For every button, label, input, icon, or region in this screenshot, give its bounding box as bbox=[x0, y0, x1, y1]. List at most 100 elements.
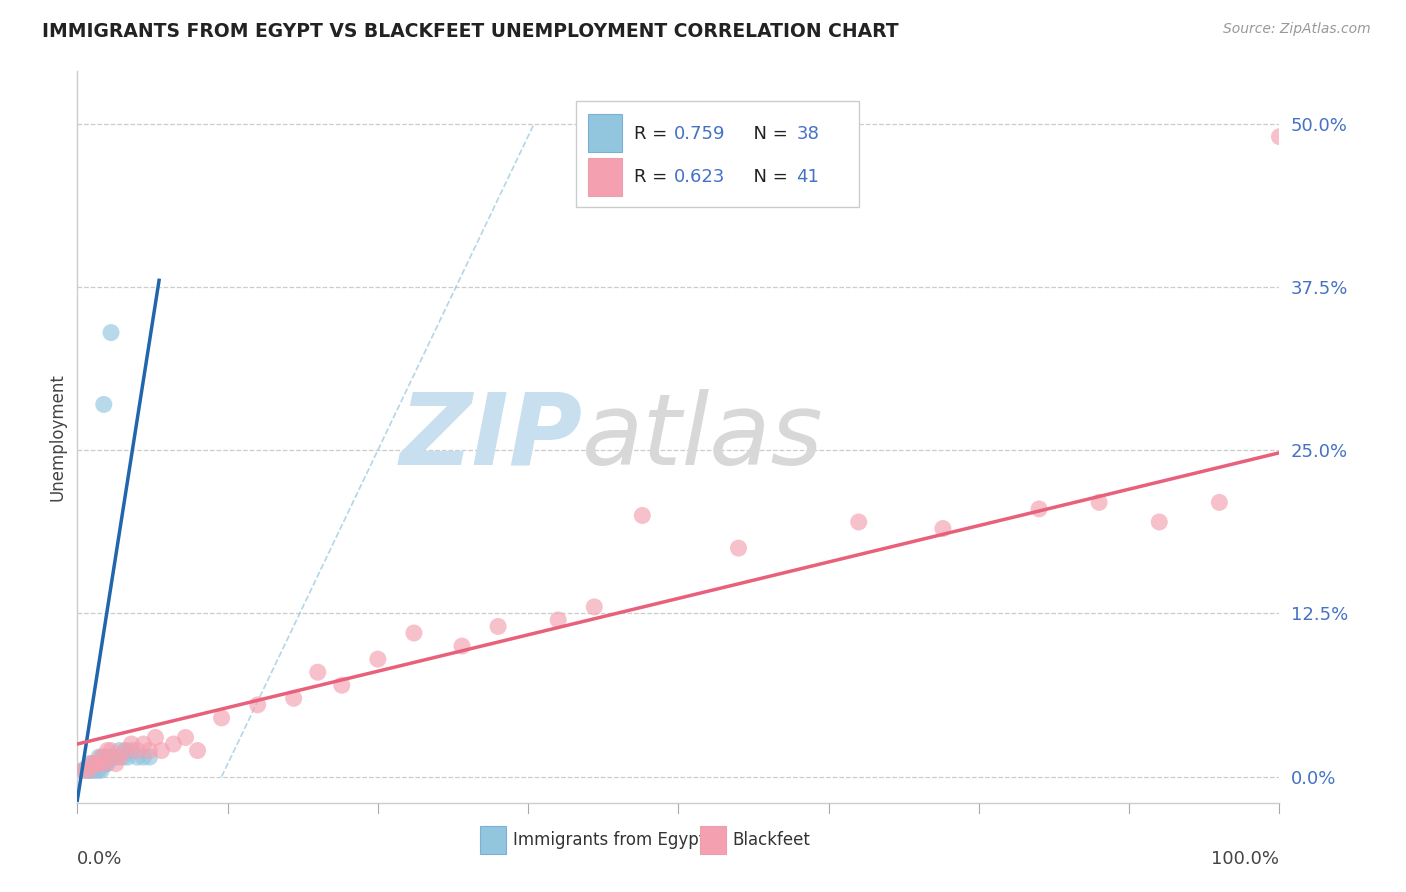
Point bbox=[84, 756, 107, 771]
Point bbox=[138, 743, 160, 757]
Point bbox=[76, 763, 98, 777]
Point bbox=[87, 750, 110, 764]
Text: R =: R = bbox=[634, 125, 673, 143]
Point bbox=[1268, 129, 1291, 144]
Point bbox=[547, 613, 569, 627]
Point bbox=[246, 698, 269, 712]
Point bbox=[583, 599, 606, 614]
Point bbox=[114, 743, 136, 757]
Point bbox=[90, 763, 112, 777]
Point bbox=[127, 750, 149, 764]
Point bbox=[114, 743, 136, 757]
Point bbox=[84, 756, 107, 771]
Point bbox=[96, 756, 118, 771]
Point bbox=[117, 750, 139, 764]
FancyBboxPatch shape bbox=[576, 101, 859, 207]
Point bbox=[100, 326, 122, 340]
Point bbox=[87, 756, 110, 771]
Point bbox=[283, 691, 305, 706]
Point bbox=[211, 711, 233, 725]
Point bbox=[79, 756, 101, 771]
Bar bbox=[700, 826, 727, 854]
Point bbox=[120, 737, 142, 751]
Point bbox=[486, 619, 509, 633]
Point bbox=[93, 397, 115, 411]
Point bbox=[132, 737, 155, 751]
Point bbox=[120, 743, 142, 757]
Point bbox=[72, 763, 94, 777]
Bar bbox=[588, 158, 621, 195]
Bar bbox=[479, 826, 506, 854]
Point bbox=[100, 750, 122, 764]
Bar bbox=[588, 114, 621, 152]
Point bbox=[94, 750, 117, 764]
Point bbox=[631, 508, 654, 523]
Point bbox=[307, 665, 329, 680]
Point bbox=[367, 652, 389, 666]
Point bbox=[72, 763, 94, 777]
Point bbox=[150, 743, 173, 757]
Point bbox=[82, 763, 104, 777]
Text: Source: ZipAtlas.com: Source: ZipAtlas.com bbox=[1223, 22, 1371, 37]
Point bbox=[79, 763, 101, 777]
Text: atlas: atlas bbox=[582, 389, 824, 485]
Point bbox=[83, 756, 105, 771]
Point bbox=[104, 750, 127, 764]
Text: 0.759: 0.759 bbox=[673, 125, 725, 143]
Text: 38: 38 bbox=[796, 125, 820, 143]
Text: 0.0%: 0.0% bbox=[77, 850, 122, 868]
Point bbox=[1149, 515, 1171, 529]
Point bbox=[77, 763, 100, 777]
Text: 0.623: 0.623 bbox=[673, 169, 725, 186]
Point bbox=[80, 756, 103, 771]
Point bbox=[79, 763, 101, 777]
Point bbox=[1208, 495, 1230, 509]
Point bbox=[451, 639, 474, 653]
Point bbox=[93, 756, 115, 771]
Y-axis label: Unemployment: Unemployment bbox=[48, 373, 66, 501]
Point bbox=[186, 743, 209, 757]
Point bbox=[91, 750, 114, 764]
Text: ZIP: ZIP bbox=[399, 389, 582, 485]
Point bbox=[1088, 495, 1111, 509]
Text: N =: N = bbox=[742, 169, 793, 186]
Point bbox=[402, 626, 425, 640]
Point bbox=[848, 515, 870, 529]
Point bbox=[104, 756, 127, 771]
Point bbox=[86, 763, 108, 777]
Text: 41: 41 bbox=[796, 169, 820, 186]
Point bbox=[97, 750, 120, 764]
Point bbox=[96, 756, 118, 771]
Point bbox=[138, 750, 160, 764]
Point bbox=[80, 763, 103, 777]
Point bbox=[127, 743, 149, 757]
Point bbox=[90, 756, 112, 771]
Text: Blackfeet: Blackfeet bbox=[733, 831, 810, 849]
Point bbox=[145, 731, 167, 745]
Text: 100.0%: 100.0% bbox=[1212, 850, 1279, 868]
Text: R =: R = bbox=[634, 169, 673, 186]
Point bbox=[108, 743, 131, 757]
Point bbox=[174, 731, 197, 745]
Point bbox=[111, 750, 134, 764]
Point bbox=[87, 756, 110, 771]
Text: N =: N = bbox=[742, 125, 793, 143]
Point bbox=[96, 743, 118, 757]
Point bbox=[100, 743, 122, 757]
Text: IMMIGRANTS FROM EGYPT VS BLACKFEET UNEMPLOYMENT CORRELATION CHART: IMMIGRANTS FROM EGYPT VS BLACKFEET UNEMP… bbox=[42, 22, 898, 41]
Point bbox=[162, 737, 184, 751]
Point bbox=[727, 541, 749, 555]
Point bbox=[87, 763, 110, 777]
Point bbox=[932, 521, 955, 535]
Point bbox=[330, 678, 353, 692]
Point bbox=[79, 763, 101, 777]
Point bbox=[108, 750, 131, 764]
Point bbox=[75, 763, 97, 777]
Point bbox=[103, 750, 125, 764]
Point bbox=[1028, 502, 1050, 516]
Point bbox=[93, 756, 115, 771]
Point bbox=[90, 750, 112, 764]
Point bbox=[84, 763, 107, 777]
Point bbox=[132, 750, 155, 764]
Point bbox=[89, 756, 111, 771]
